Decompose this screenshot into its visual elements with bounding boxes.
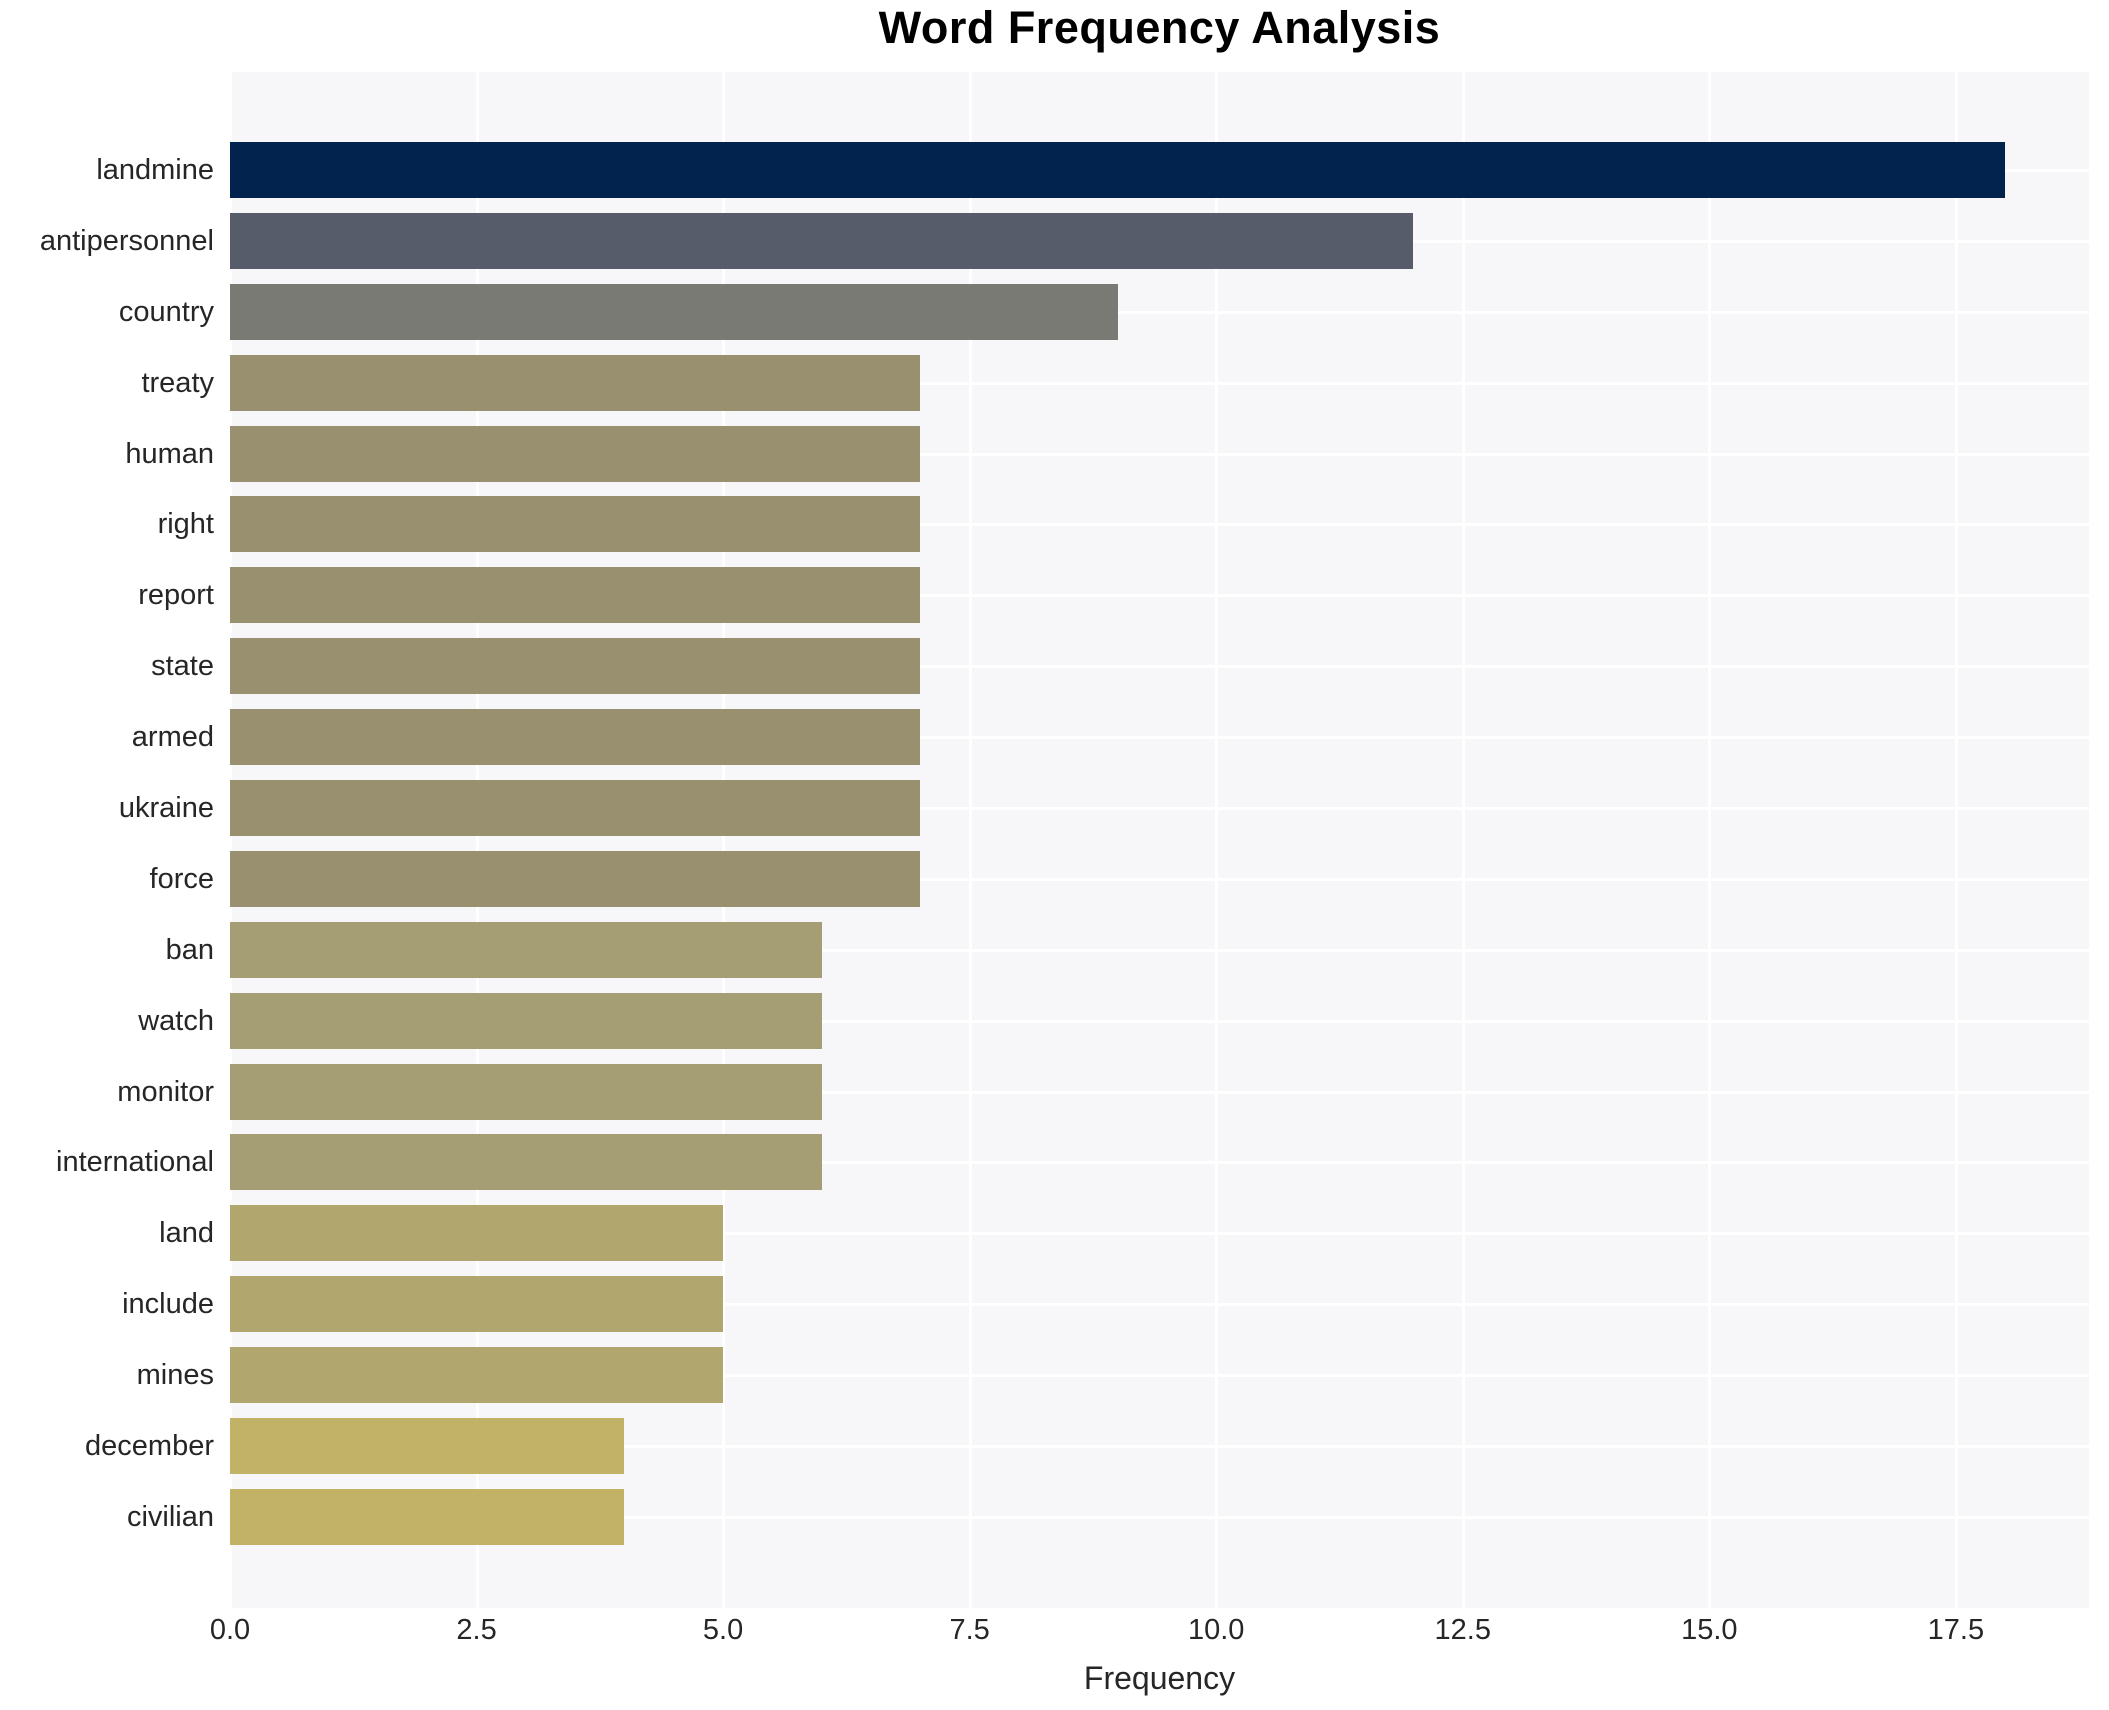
gridline-horizontal	[230, 381, 2089, 385]
gridline-vertical	[475, 72, 479, 1608]
bar-civilian	[230, 1488, 625, 1545]
bar-treaty	[230, 354, 921, 411]
gridline-vertical	[229, 72, 232, 1608]
x-tick-label: 12.5	[1434, 1614, 1491, 1646]
x-tick-label: 2.5	[456, 1614, 497, 1646]
chart-title: Word Frequency Analysis	[878, 2, 1441, 53]
gridline-horizontal	[230, 1374, 2089, 1378]
gridline-horizontal	[230, 523, 2089, 527]
x-tick-label: 15.0	[1681, 1614, 1738, 1646]
y-tick-label: landmine	[96, 154, 214, 186]
bar-ukraine	[230, 780, 921, 836]
y-tick-label: mines	[136, 1359, 214, 1392]
gridline-horizontal	[230, 1019, 2089, 1023]
y-tick-label: force	[149, 862, 214, 895]
y-tick-label: land	[159, 1217, 214, 1250]
y-tick-label: armed	[131, 721, 214, 754]
gridline-horizontal	[230, 807, 2089, 810]
bar-international	[230, 1134, 822, 1191]
y-tick-label: ban	[165, 933, 214, 966]
y-tick-label: treaty	[141, 366, 214, 399]
gridline-horizontal	[230, 452, 2089, 456]
gridline-horizontal	[230, 877, 2089, 881]
y-tick-label: country	[118, 295, 214, 328]
bar-force	[230, 850, 921, 907]
gridline-horizontal	[230, 594, 2089, 598]
bar-monitor	[230, 1063, 822, 1120]
gridline-horizontal	[230, 665, 2089, 669]
x-tick-label: 10.0	[1187, 1614, 1245, 1646]
y-tick-label: include	[122, 1288, 214, 1321]
gridline-horizontal	[230, 1232, 2089, 1236]
y-tick-label: december	[85, 1430, 214, 1463]
y-tick-label: ukraine	[118, 792, 214, 824]
gridline-vertical	[1954, 72, 1958, 1608]
x-tick-label: 7.5	[949, 1614, 990, 1646]
gridline-horizontal	[230, 1090, 2089, 1094]
gridline-horizontal	[230, 1515, 2089, 1519]
bar-right	[230, 496, 921, 553]
x-tick-label: 0.0	[209, 1614, 251, 1646]
bar-armed	[230, 709, 921, 766]
x-tick-label: 5.0	[702, 1614, 744, 1646]
gridline-horizontal	[230, 1445, 2089, 1449]
bar-country	[230, 283, 1118, 340]
gridline-vertical	[1708, 72, 1712, 1608]
bar-land	[230, 1205, 724, 1262]
bar-antipersonnel	[230, 212, 1414, 269]
y-tick-label: watch	[138, 1004, 214, 1037]
gridline-horizontal	[230, 948, 2089, 952]
gridline-horizontal	[230, 736, 2089, 740]
bar-landmine	[230, 142, 2006, 198]
x-tick-label: 17.5	[1927, 1614, 1985, 1646]
bar-human	[230, 425, 921, 482]
bar-mines	[230, 1347, 724, 1404]
gridline-vertical	[968, 72, 972, 1608]
y-tick-label: report	[138, 579, 214, 612]
gridline-horizontal	[230, 1161, 2089, 1165]
y-tick-label: monitor	[117, 1075, 214, 1108]
y-tick-label: human	[125, 437, 214, 470]
y-tick-label: civilian	[126, 1500, 214, 1533]
bar-december	[230, 1418, 625, 1475]
gridline-vertical	[1461, 72, 1465, 1608]
y-tick-label: international	[56, 1146, 214, 1179]
y-tick-label: antipersonnel	[39, 224, 214, 257]
gridline-vertical	[722, 72, 726, 1608]
gridline-horizontal	[230, 1303, 2089, 1307]
bar-state	[230, 638, 921, 695]
gridline-horizontal	[230, 310, 2089, 314]
y-tick-label: right	[157, 508, 214, 541]
bar-report	[230, 567, 921, 624]
plot-area	[229, 72, 2089, 1608]
gridline-vertical	[1215, 72, 1219, 1608]
bar-include	[230, 1276, 724, 1333]
x-axis-label: Frequency	[1083, 1660, 1236, 1696]
bar-watch	[230, 992, 822, 1049]
bar-ban	[230, 921, 822, 978]
y-tick-label: state	[151, 650, 214, 683]
